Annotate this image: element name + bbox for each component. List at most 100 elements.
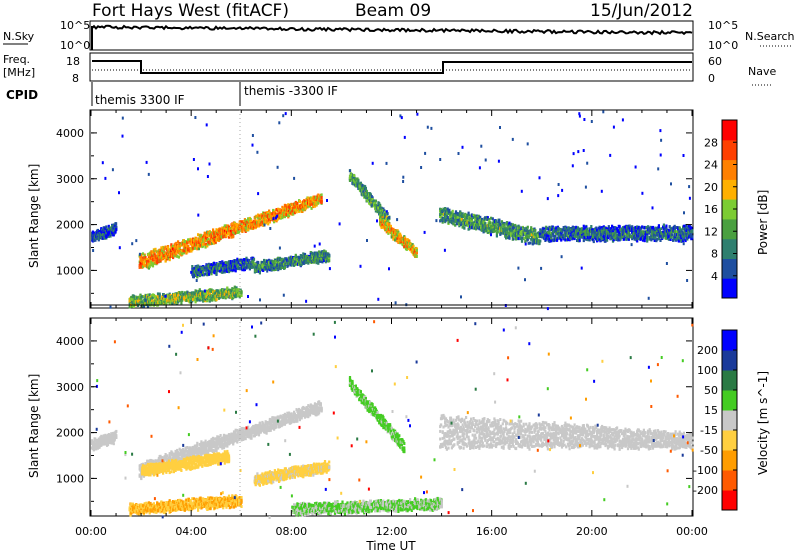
echo-cell bbox=[264, 267, 267, 271]
echo-cell bbox=[141, 258, 145, 262]
echo-cell bbox=[266, 219, 269, 223]
echo-cell bbox=[187, 238, 190, 242]
freq-tick-bottom: 8 bbox=[72, 72, 79, 85]
echo-cell bbox=[237, 226, 241, 230]
echo-cell bbox=[654, 226, 657, 230]
echo-cell bbox=[598, 237, 601, 241]
echo-cell bbox=[191, 265, 194, 268]
noise-tick-top-left: 10^5 bbox=[60, 19, 90, 32]
echo-cell bbox=[303, 199, 307, 203]
echo-cell bbox=[486, 227, 489, 231]
echo-cell bbox=[139, 293, 142, 297]
echo-cell bbox=[396, 238, 399, 242]
echo-cell bbox=[268, 220, 271, 224]
echo-cell bbox=[182, 251, 185, 255]
echo-cell bbox=[141, 265, 145, 269]
echo-cell bbox=[396, 236, 399, 240]
echo-cell bbox=[221, 270, 224, 274]
echo-cell bbox=[164, 245, 167, 249]
nsearch-label: N.Search bbox=[745, 30, 795, 43]
noise-panel: N.Sky 10^5 10^0 10^5 10^0 N.Search bbox=[3, 19, 795, 52]
nave-label: Nave bbox=[748, 65, 776, 78]
echo-cell bbox=[275, 208, 278, 211]
echo-cell bbox=[524, 240, 527, 244]
date-label: 15/Jun/2012 bbox=[590, 1, 693, 21]
echo-cell bbox=[114, 230, 117, 234]
echo-cell bbox=[131, 297, 135, 301]
echo-cell bbox=[483, 229, 486, 233]
echo-cell bbox=[403, 245, 406, 249]
echo-cell bbox=[561, 228, 564, 232]
echo-cell bbox=[651, 225, 655, 229]
echo-cell bbox=[552, 226, 555, 230]
echo-cell bbox=[551, 229, 554, 233]
echo-cell bbox=[643, 239, 646, 243]
echo-cell bbox=[530, 233, 534, 237]
echo-cell bbox=[207, 272, 211, 276]
echo-cell bbox=[677, 233, 680, 237]
echo-cell bbox=[348, 169, 352, 173]
echo-cell bbox=[257, 214, 261, 218]
echo-cell bbox=[610, 227, 613, 231]
echo-cell bbox=[489, 221, 492, 225]
echo-cell bbox=[568, 238, 571, 242]
echo-cell bbox=[499, 232, 502, 236]
echo-cell bbox=[153, 256, 156, 260]
echo-cell bbox=[583, 236, 586, 240]
echo-cell bbox=[240, 222, 243, 226]
echo-cell bbox=[182, 245, 185, 249]
echo-cell bbox=[315, 261, 318, 265]
echo-cell bbox=[371, 196, 374, 200]
echo-cell bbox=[495, 234, 498, 238]
echo-cell bbox=[130, 295, 133, 299]
echo-cell bbox=[580, 235, 583, 239]
echo-cell bbox=[551, 232, 554, 236]
echo-cell bbox=[263, 215, 266, 219]
echo-cell bbox=[387, 219, 390, 223]
echo-cell bbox=[380, 226, 383, 229]
echo-cell bbox=[515, 229, 518, 232]
echo-cell bbox=[166, 257, 169, 261]
echo-cell bbox=[445, 214, 448, 218]
echo-cell bbox=[359, 189, 362, 193]
echo-cell bbox=[454, 216, 458, 220]
echo-cell bbox=[472, 213, 475, 217]
echo-cell bbox=[385, 230, 388, 234]
echo-cell bbox=[543, 232, 546, 236]
echo-cell bbox=[511, 234, 514, 238]
echo-cell bbox=[318, 250, 321, 254]
echo-cell bbox=[545, 226, 549, 230]
echo-cell bbox=[279, 267, 282, 271]
echo-cell bbox=[156, 259, 159, 263]
echo-cell bbox=[209, 242, 212, 246]
echo-cell bbox=[510, 233, 513, 237]
echo-cell bbox=[100, 232, 103, 236]
echo-cell bbox=[302, 252, 305, 256]
echo-cell bbox=[461, 225, 464, 229]
echo-cell bbox=[473, 220, 476, 224]
echo-cell bbox=[496, 230, 499, 234]
echo-cell bbox=[374, 209, 377, 213]
echo-cell bbox=[138, 297, 141, 301]
echo-cell bbox=[626, 235, 629, 239]
nsky-label: N.Sky bbox=[3, 30, 35, 43]
echo-cell bbox=[386, 212, 389, 216]
echo-cell bbox=[539, 239, 542, 243]
echo-cell bbox=[319, 259, 322, 263]
echo-cell bbox=[455, 212, 458, 216]
echo-cell bbox=[512, 237, 515, 241]
echo-cell bbox=[206, 233, 209, 237]
echo-cell bbox=[673, 224, 676, 228]
echo-cell bbox=[136, 296, 139, 300]
echo-cell bbox=[243, 228, 246, 232]
echo-cell bbox=[226, 270, 229, 273]
echo-cell bbox=[92, 231, 95, 235]
echo-cell bbox=[463, 223, 466, 227]
echo-cell bbox=[520, 239, 524, 243]
echo-cell bbox=[192, 246, 195, 250]
echo-cell bbox=[616, 227, 619, 231]
echo-cell bbox=[181, 252, 184, 256]
echo-cell bbox=[143, 257, 146, 261]
echo-cell bbox=[604, 233, 607, 236]
echo-cell bbox=[668, 225, 671, 229]
